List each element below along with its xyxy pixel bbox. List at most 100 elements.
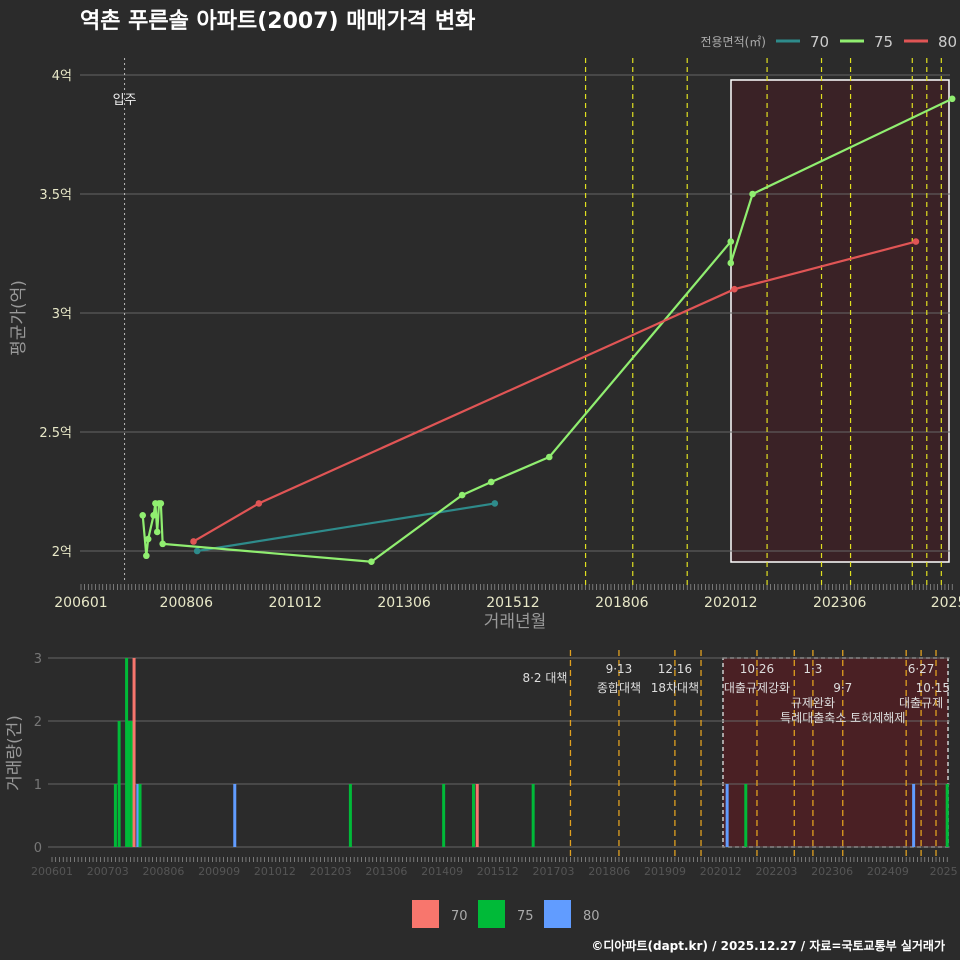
x-tick-label: 200806 xyxy=(160,595,214,611)
policy-label: 특례대출축소 토허제해제 xyxy=(780,711,905,725)
y-axis-title: 평균가(억) xyxy=(9,280,29,356)
x-tick-label: 201306 xyxy=(365,865,407,878)
bar-75 xyxy=(127,721,131,847)
y-tick-label: 3.5억 xyxy=(39,188,72,203)
x-tick-label: 2025 xyxy=(930,865,958,878)
bar-75 xyxy=(138,784,142,847)
data-point-80 xyxy=(255,500,263,507)
bar-75 xyxy=(348,784,352,847)
x-tick-label: 200703 xyxy=(87,865,129,878)
policy-date: 12·16 xyxy=(658,662,692,676)
y-tick-label: 3억 xyxy=(52,307,72,322)
policy-date: 1·3 xyxy=(803,662,822,676)
data-point-75 xyxy=(153,528,161,536)
x-tick-label: 202012 xyxy=(700,865,742,878)
data-point-75 xyxy=(458,491,466,499)
legend-label-70: 70 xyxy=(451,909,468,924)
bar-75 xyxy=(125,658,129,847)
series-line-80 xyxy=(192,240,917,543)
data-point-75 xyxy=(727,238,735,245)
x-tick-label: 201012 xyxy=(268,595,321,611)
data-point-75 xyxy=(487,478,495,486)
policy-date: 9·7 xyxy=(833,681,852,695)
y-tick-label: 2 xyxy=(34,715,42,730)
bar-80 xyxy=(233,784,237,847)
x-tick-label: 201409 xyxy=(421,865,463,878)
data-point-80 xyxy=(912,238,920,245)
x-tick-label: 201512 xyxy=(486,595,539,611)
x-tick-label: 2025 xyxy=(931,595,960,611)
x-tick-label: 201306 xyxy=(377,595,431,611)
bar-70 xyxy=(132,658,136,847)
bar-75 xyxy=(130,721,134,847)
y-tick-label: 3 xyxy=(34,652,42,667)
x-tick-label: 200601 xyxy=(54,595,107,611)
policy-date: 9·13 xyxy=(606,662,633,676)
legend-label-75: 75 xyxy=(517,909,534,924)
legend-swatch-75 xyxy=(478,900,505,928)
series-line-70 xyxy=(196,502,495,553)
bar-75 xyxy=(471,784,475,847)
x-tick-label: 201203 xyxy=(310,865,352,878)
data-point-75 xyxy=(150,512,157,519)
x-tick-label: 202409 xyxy=(867,865,909,878)
data-point-75 xyxy=(143,552,150,560)
legend-swatch-80 xyxy=(544,900,571,928)
y-tick-label: 1 xyxy=(34,778,42,793)
x-tick-label: 202203 xyxy=(755,865,797,878)
x-tick-label: 202306 xyxy=(813,595,867,611)
legend-label-80: 80 xyxy=(938,33,957,51)
data-point-70 xyxy=(491,500,499,507)
data-point-75 xyxy=(545,453,553,461)
y-tick-label: 0 xyxy=(34,841,42,856)
bar-75 xyxy=(531,784,535,847)
bar-75 xyxy=(117,721,121,847)
y-tick-label: 4억 xyxy=(52,69,72,84)
data-point-75 xyxy=(749,190,756,198)
x-tick-label: 200806 xyxy=(142,865,184,878)
y-tick-label: 2.5억 xyxy=(39,426,72,441)
data-point-80 xyxy=(190,538,197,545)
legend-label-70: 70 xyxy=(810,33,829,51)
data-point-75 xyxy=(144,535,152,543)
data-point-75 xyxy=(948,95,956,103)
move-in-label: 입주 xyxy=(113,93,137,108)
legend-title: 전용면적(㎡) xyxy=(700,35,766,49)
data-point-70 xyxy=(193,547,201,555)
x-tick-label: 201806 xyxy=(588,865,630,878)
x-tick-label: 201909 xyxy=(644,865,686,878)
policy-label: 규제완화 xyxy=(791,696,835,710)
data-point-75 xyxy=(139,512,147,519)
y-tick-label: 2억 xyxy=(52,545,72,560)
bar-75 xyxy=(744,784,748,847)
x-tick-label: 200909 xyxy=(198,865,240,878)
policy-label: 종합대책 xyxy=(597,680,641,695)
x-tick-label: 202306 xyxy=(811,865,853,878)
policy-label: 8·2 대책 xyxy=(522,670,567,685)
x-tick-label: 201012 xyxy=(254,865,296,878)
data-point-75 xyxy=(727,259,735,267)
data-point-75 xyxy=(157,500,165,507)
bar-80 xyxy=(912,784,916,847)
x-axis-title: 거래년월 xyxy=(484,612,547,632)
x-tick-label: 200601 xyxy=(31,865,73,878)
highlight-region xyxy=(722,657,949,848)
legend-swatch-70 xyxy=(412,900,439,928)
data-point-75 xyxy=(368,558,375,566)
legend-label-80: 80 xyxy=(583,909,600,924)
bar-75 xyxy=(442,784,446,847)
data-point-75 xyxy=(159,540,166,548)
policy-label: 대출규제강화 xyxy=(724,681,790,695)
footer-credit: ©디아파트(dapt.kr) / 2025.12.27 / 자료=국토교통부 실… xyxy=(591,938,945,953)
y-axis-title: 거래량(건) xyxy=(5,715,25,791)
policy-label: 대출규제 xyxy=(899,696,943,710)
x-tick-label: 201806 xyxy=(595,595,649,611)
bar-70 xyxy=(475,784,479,847)
bar-75 xyxy=(113,784,117,847)
data-point-80 xyxy=(731,285,738,293)
policy-date: 10·15 xyxy=(916,681,950,695)
policy-label: 18차대책 xyxy=(651,680,699,695)
bar-80 xyxy=(725,784,729,847)
x-tick-label: 201512 xyxy=(477,865,519,878)
